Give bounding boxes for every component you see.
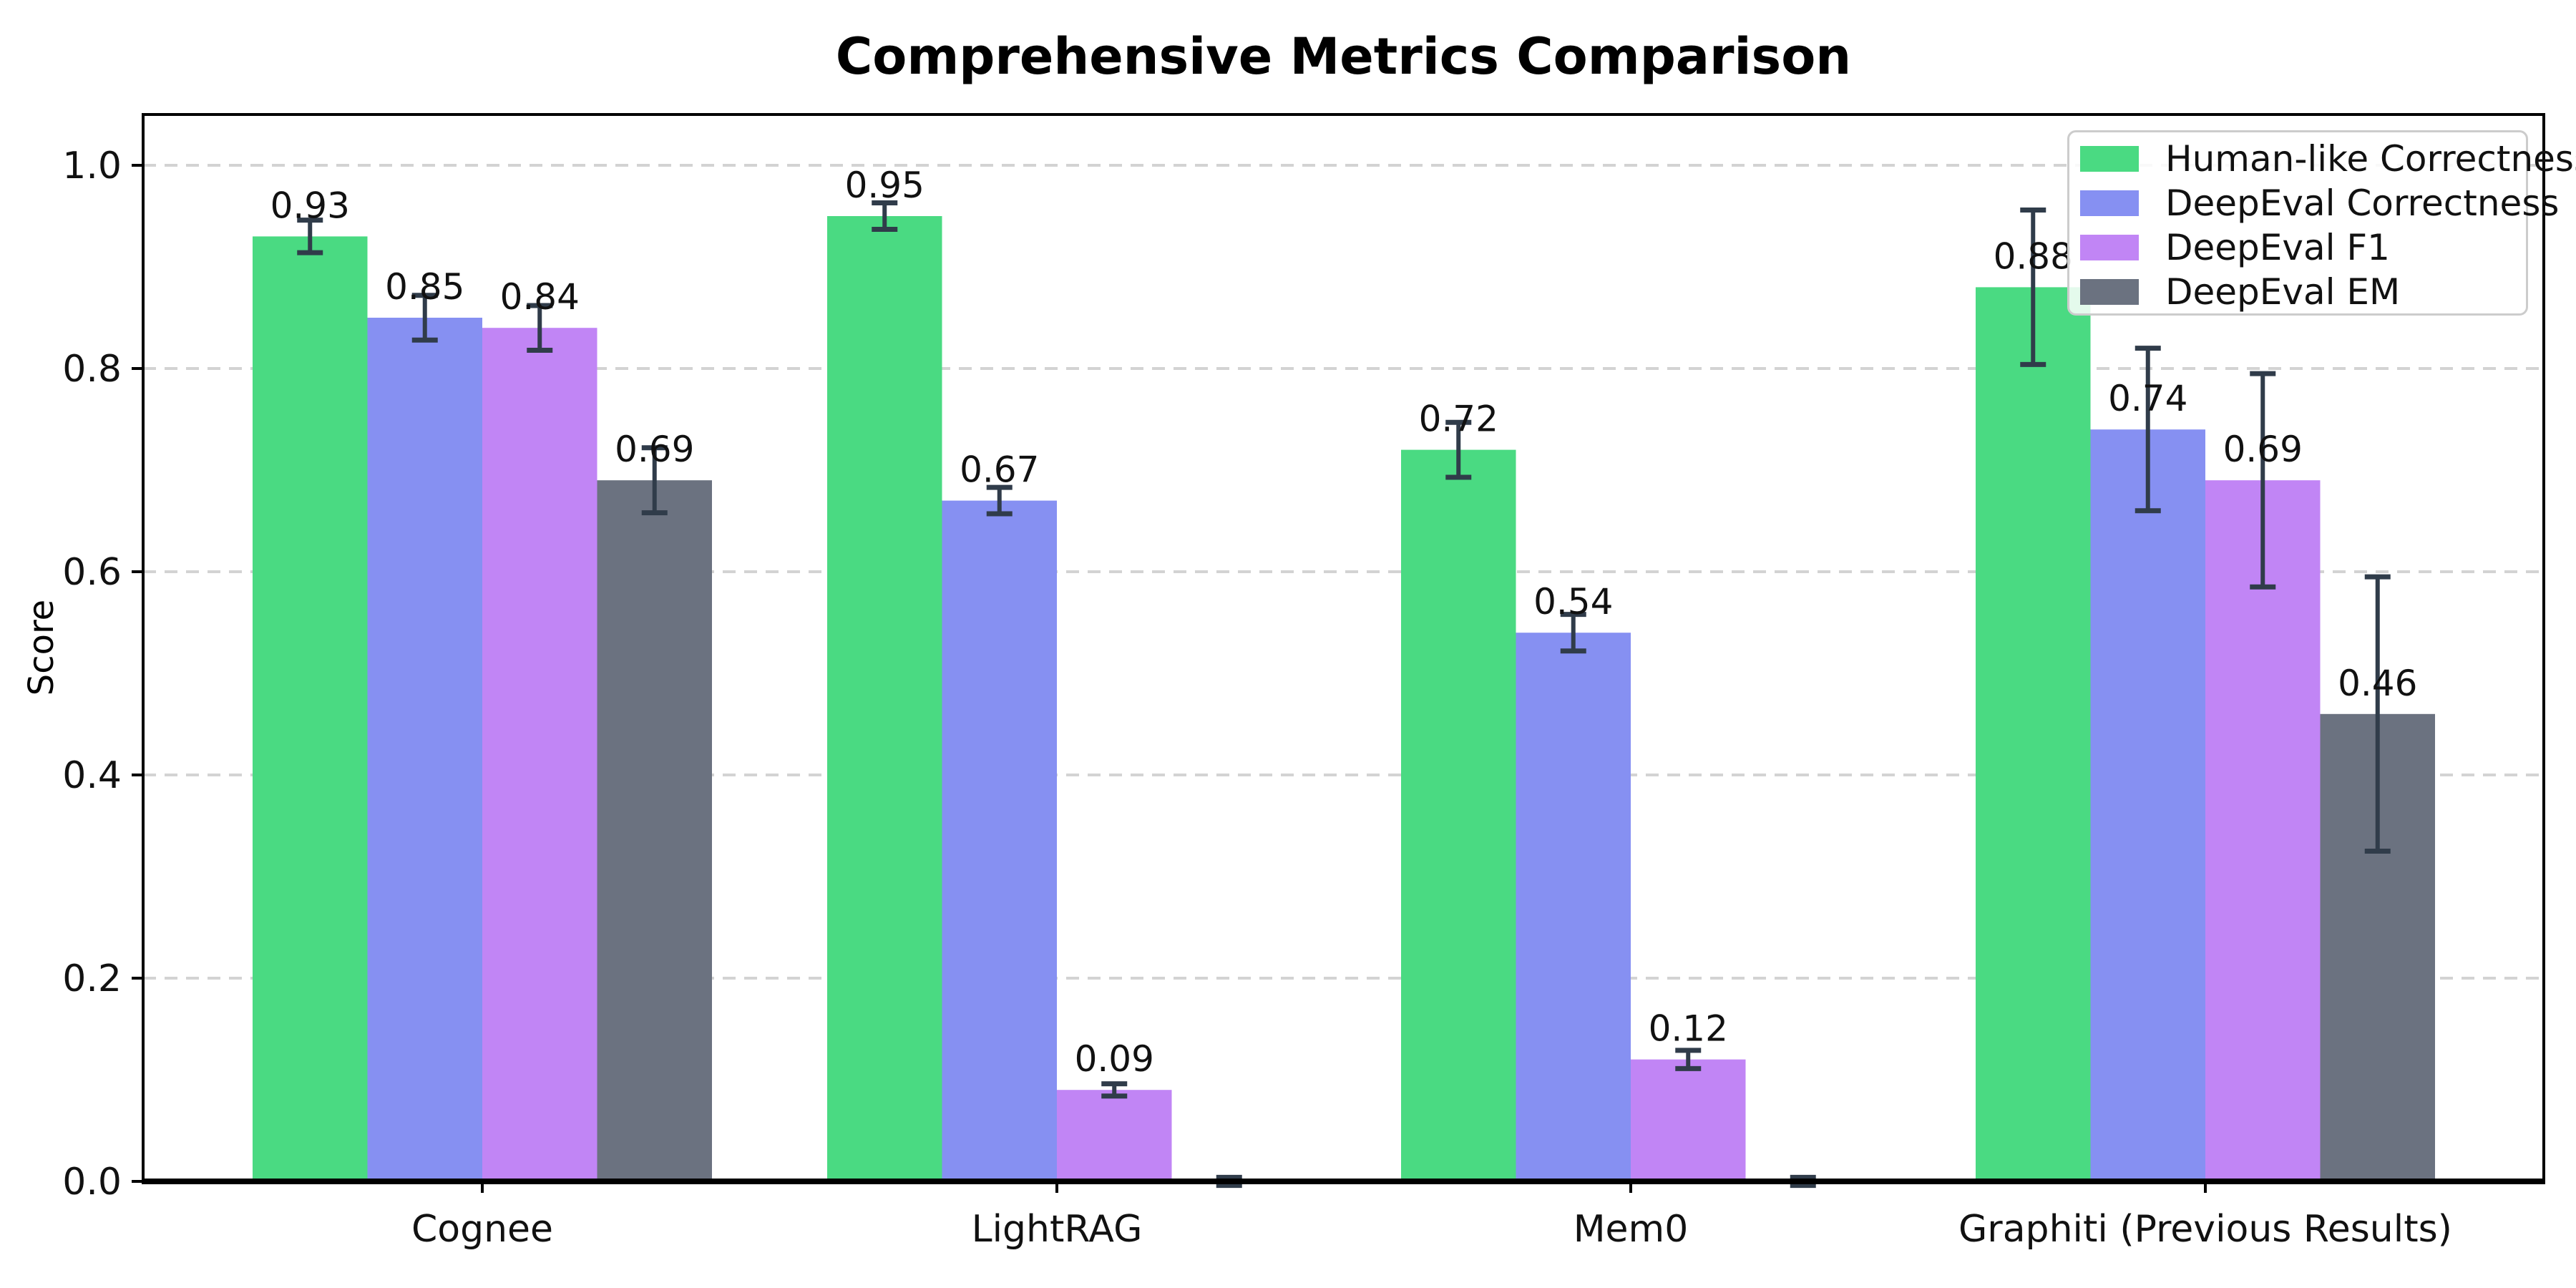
bar-value-label: 0.12 xyxy=(1649,1008,1728,1050)
y-tick-label: 1.0 xyxy=(62,145,122,187)
bar-value-label: 0.85 xyxy=(385,266,464,308)
legend-label: DeepEval F1 xyxy=(2165,227,2390,268)
bar-deepeval-f1 xyxy=(1631,1059,1746,1181)
legend-swatch xyxy=(2080,279,2139,305)
legend-swatch xyxy=(2080,146,2139,172)
bar-human-like-correctness xyxy=(253,236,368,1181)
bar-value-label: 0.54 xyxy=(1533,581,1613,623)
bar-human-like-correctness xyxy=(1976,287,2091,1181)
bar-value-label: 0.93 xyxy=(270,185,350,226)
x-tick-label: Cognee xyxy=(411,1208,553,1251)
bar-deepeval-f1 xyxy=(2205,480,2321,1181)
x-tick-label: LightRAG xyxy=(972,1208,1143,1251)
legend-item: DeepEval F1 xyxy=(2080,225,2526,270)
bar-deepeval-correctness xyxy=(1516,633,1631,1181)
legend-item: DeepEval EM xyxy=(2080,270,2526,314)
legend: Human-like Correctness DeepEval Correctne… xyxy=(2067,130,2576,316)
legend-item: DeepEval Correctness xyxy=(2080,181,2559,225)
bar-value-label: 0.46 xyxy=(2338,663,2417,704)
y-tick-label: 0.4 xyxy=(62,754,122,797)
bar-value-label: 0.72 xyxy=(1419,399,1498,440)
legend-item: Human-like Correctness xyxy=(2080,137,2576,181)
legend-swatch xyxy=(2080,235,2139,260)
bar-deepeval-em xyxy=(597,480,712,1181)
legend-label: DeepEval EM xyxy=(2165,271,2401,313)
bar-value-label: 0.09 xyxy=(1075,1038,1154,1080)
bar-value-label: 0.67 xyxy=(960,449,1039,491)
bar-human-like-correctness xyxy=(827,216,942,1181)
legend-label: Human-like Correctness xyxy=(2165,138,2576,180)
chart-title: Comprehensive Metrics Comparison xyxy=(835,27,1852,86)
bar-value-label: 0.74 xyxy=(2108,378,2187,419)
y-tick-label: 0.6 xyxy=(62,551,122,594)
bar-value-label: 0.95 xyxy=(845,165,924,206)
bar-value-label: 0.88 xyxy=(1994,235,2073,277)
bar-value-label: 0.69 xyxy=(2223,429,2303,470)
bar-deepeval-correctness xyxy=(2090,429,2205,1182)
x-tick-label: Graphiti (Previous Results) xyxy=(1958,1208,2452,1251)
bar-value-label: 0.69 xyxy=(615,429,694,470)
x-tick-label: Mem0 xyxy=(1574,1208,1689,1251)
bar-value-label: 0.84 xyxy=(500,276,580,318)
y-tick-label: 0.2 xyxy=(62,957,122,1000)
legend-swatch xyxy=(2080,190,2139,216)
bar-deepeval-correctness xyxy=(367,318,482,1181)
y-tick-label: 0.8 xyxy=(62,348,122,391)
y-tick-label: 0.0 xyxy=(62,1161,122,1204)
bar-deepeval-correctness xyxy=(942,500,1057,1181)
legend-label: DeepEval Correctness xyxy=(2165,182,2560,224)
bar-deepeval-f1 xyxy=(1057,1090,1172,1181)
bar-human-like-correctness xyxy=(1401,449,1516,1181)
bar-deepeval-f1 xyxy=(482,328,597,1182)
